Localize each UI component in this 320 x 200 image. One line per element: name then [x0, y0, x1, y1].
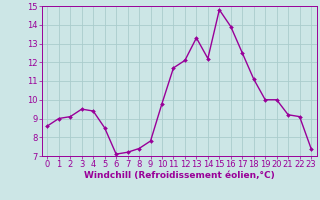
X-axis label: Windchill (Refroidissement éolien,°C): Windchill (Refroidissement éolien,°C)	[84, 171, 275, 180]
